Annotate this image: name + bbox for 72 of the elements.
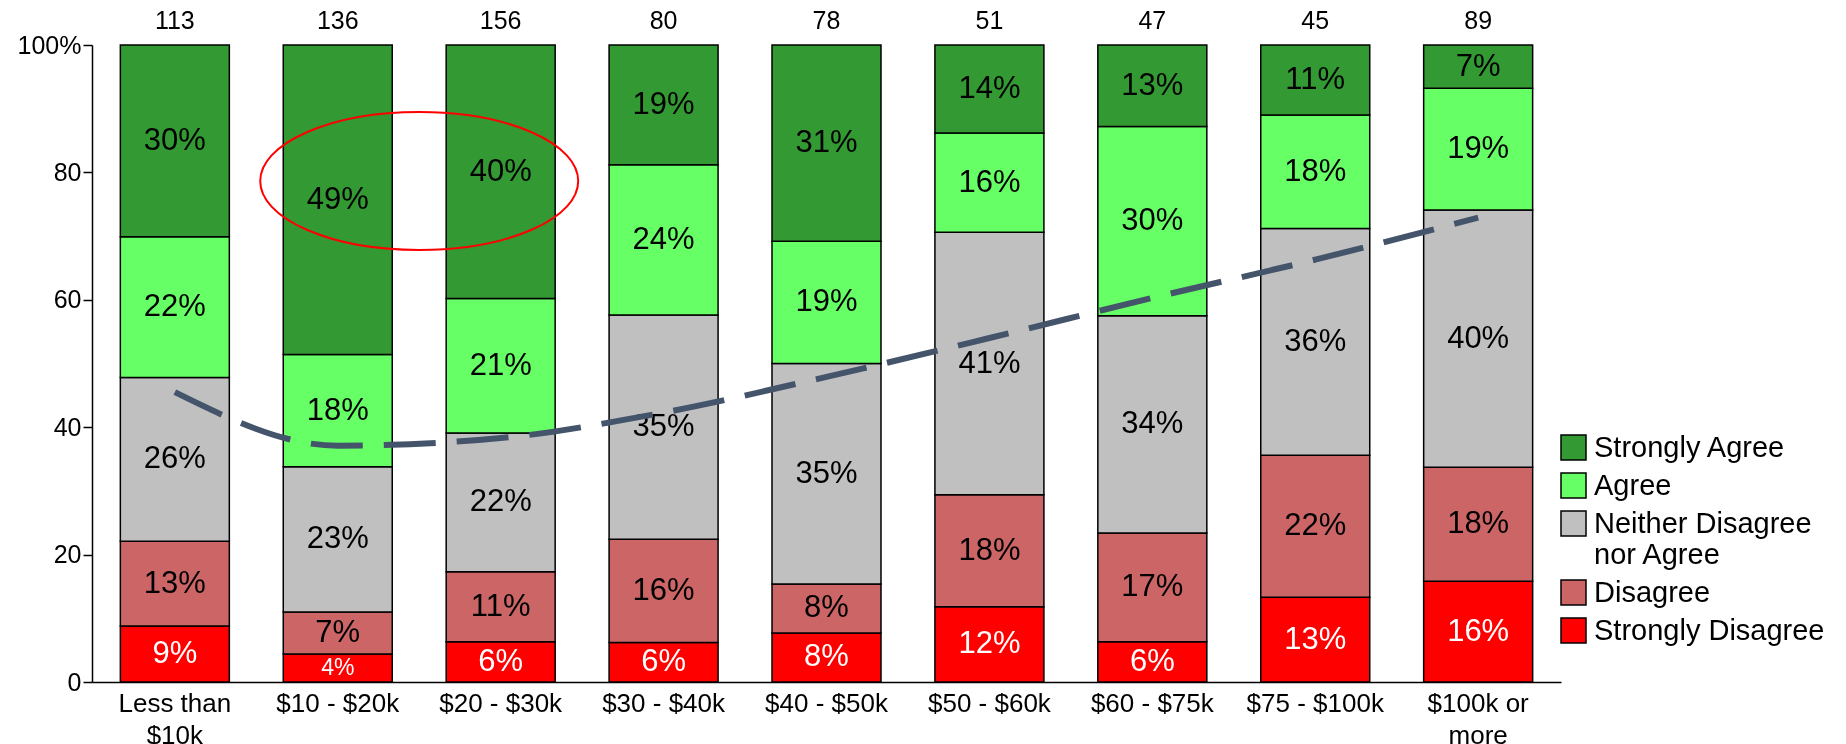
legend-label: Agree [1594, 468, 1672, 501]
y-tick-label: 60 [53, 285, 82, 314]
x-tick-label: $50 - $60k [927, 687, 1052, 718]
annotation: 80 [649, 6, 678, 34]
data-label: 23% [306, 520, 369, 556]
data-label: 31% [795, 124, 858, 160]
data-label: 8% [804, 638, 849, 674]
data-label: 30% [143, 121, 206, 157]
data-label: 14% [958, 69, 1021, 105]
data-label: 8% [804, 589, 849, 625]
data-label: 16% [632, 571, 695, 607]
data-label: 22% [1284, 507, 1347, 543]
data-label: 21% [469, 346, 532, 382]
data-label: 30% [1121, 202, 1184, 238]
data-label: 40% [469, 152, 532, 188]
y-tick-label: 100% [17, 30, 82, 59]
data-label: 16% [958, 163, 1021, 199]
y-tick-label: 40 [53, 412, 82, 441]
legend-label: Strongly Agree [1594, 430, 1785, 463]
data-label: 6% [478, 642, 524, 678]
legend-label: Neither Disagree nor Agree [1594, 506, 1812, 570]
y-tick-label: 0 [67, 667, 82, 696]
data-label: 18% [958, 531, 1021, 567]
data-label: 13% [143, 564, 206, 600]
data-label: 49% [306, 180, 369, 216]
data-label: 16% [1447, 612, 1510, 648]
data-label: 9% [152, 634, 198, 670]
data-label: 4% [321, 653, 355, 680]
data-label: 22% [469, 483, 532, 519]
x-tick-label: $30 - $40k [602, 687, 727, 718]
annotation: 47 [1138, 6, 1167, 34]
annotation: 51 [975, 6, 1004, 34]
data-label: 36% [1284, 322, 1347, 358]
data-label: 17% [1121, 568, 1184, 604]
data-label: 6% [641, 643, 686, 679]
data-label: 18% [1284, 152, 1347, 188]
data-label: 12% [958, 625, 1021, 661]
data-label: 18% [1447, 505, 1510, 541]
x-tick-label: $10 - $20k [276, 687, 401, 718]
data-label: 19% [795, 283, 858, 319]
data-label: 19% [1447, 130, 1510, 166]
annotation: 136 [316, 6, 359, 34]
data-label: 11% [1285, 61, 1346, 97]
x-tick-label: $60 - $75k [1090, 687, 1215, 718]
data-label: 6% [1129, 642, 1175, 678]
y-tick-label: 80 [53, 157, 82, 186]
x-tick-label: $20 - $30k [439, 687, 564, 718]
data-label: 7% [1455, 47, 1501, 83]
annotation: 78 [812, 6, 841, 34]
data-label: 7% [315, 613, 361, 649]
data-label: 13% [1121, 66, 1184, 102]
x-tick-label: $100k or more [1427, 687, 1530, 744]
data-label: 22% [143, 288, 206, 324]
y-tick-label: 20 [53, 540, 82, 569]
data-label: 41% [958, 344, 1021, 380]
legend-label: Strongly Disagree [1594, 613, 1825, 646]
data-label: 11% [470, 587, 531, 623]
legend-label: Disagree [1594, 575, 1711, 608]
annotation: 45 [1301, 6, 1330, 34]
data-label: 35% [795, 454, 858, 490]
x-tick-label: $40 - $50k [765, 687, 889, 718]
data-label: 40% [1447, 319, 1510, 355]
data-label: 24% [632, 220, 695, 256]
data-label: 26% [143, 440, 206, 476]
data-label: 34% [1121, 405, 1184, 441]
data-label: 13% [1284, 620, 1347, 656]
x-tick-label: $75 - $100k [1246, 687, 1385, 718]
data-label: 19% [632, 85, 695, 121]
annotation: 89 [1464, 6, 1493, 34]
annotation: 156 [479, 6, 522, 34]
annotation: 113 [154, 6, 195, 34]
data-label: 18% [306, 391, 369, 427]
